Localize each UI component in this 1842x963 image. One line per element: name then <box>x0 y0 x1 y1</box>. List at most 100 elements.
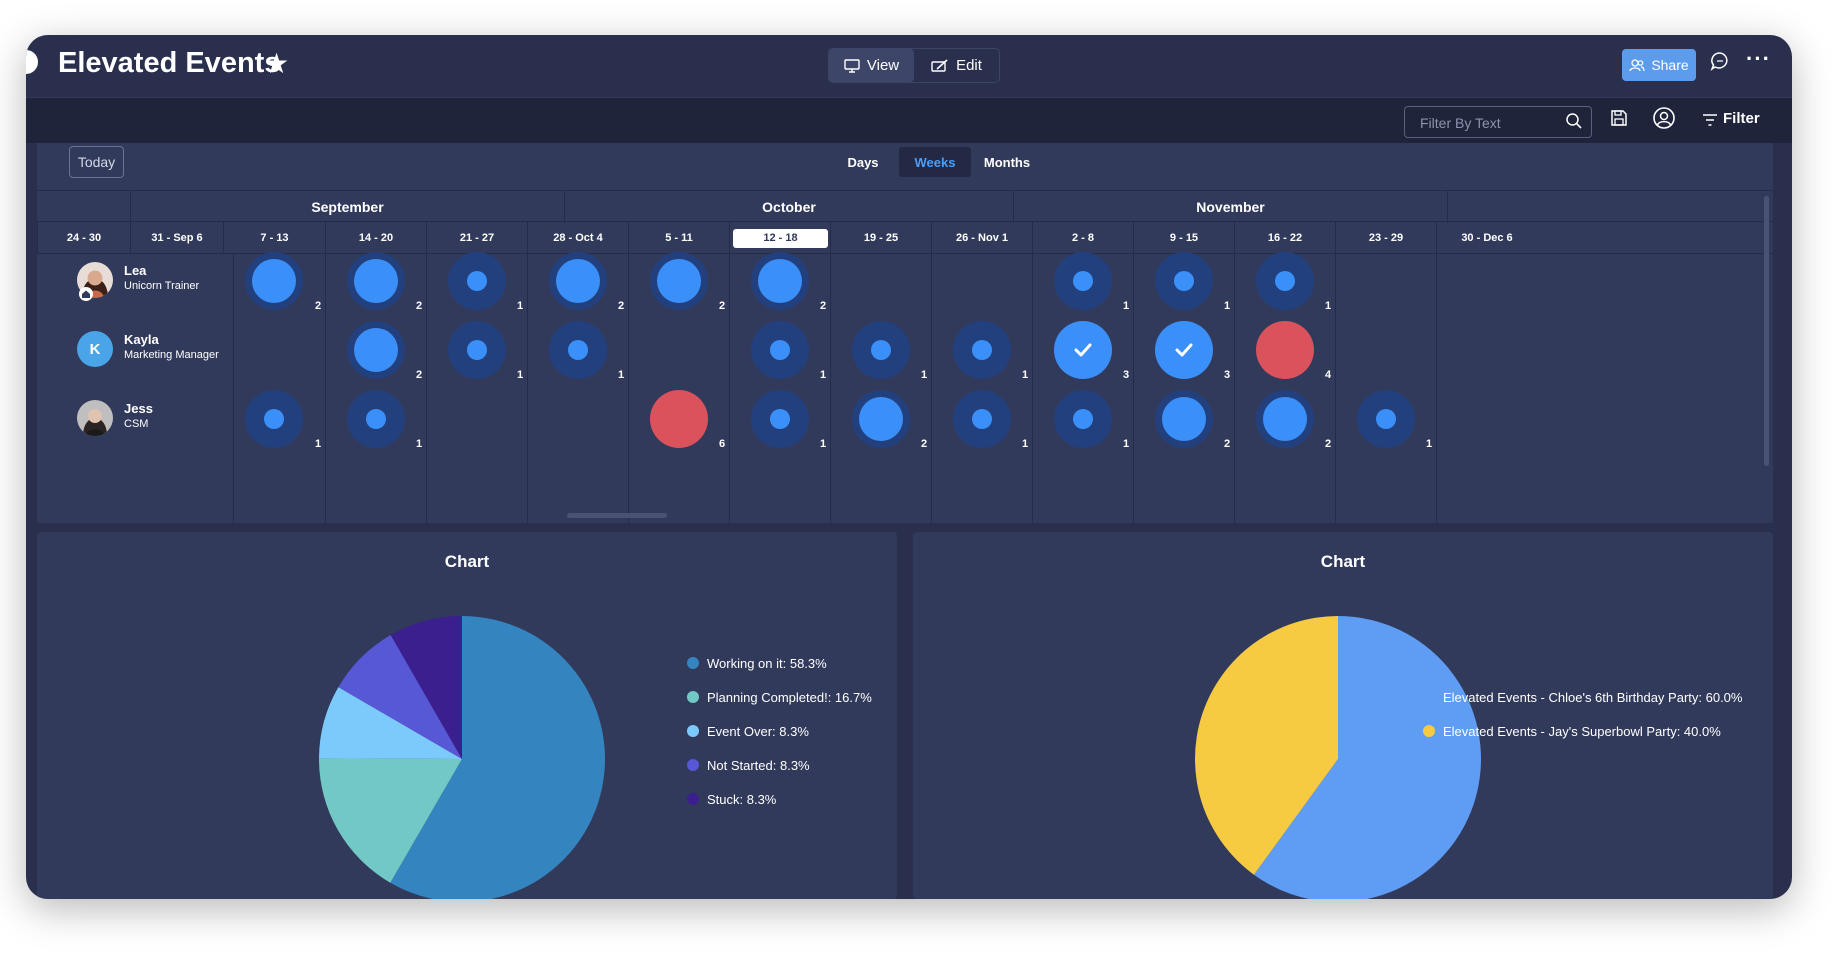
week-label[interactable]: 2 - 8 <box>1032 222 1133 254</box>
week-column-line <box>527 254 528 523</box>
legend-item[interactable]: Event Over: 8.3% <box>687 714 872 748</box>
week-column-line <box>1436 254 1437 523</box>
person-icon[interactable] <box>1652 106 1676 130</box>
legend-item[interactable]: Working on it: 58.3% <box>687 646 872 680</box>
week-label[interactable]: 26 - Nov 1 <box>931 222 1032 254</box>
timeline-item-working[interactable] <box>447 321 506 379</box>
legend-item[interactable]: Not Started: 8.3% <box>687 748 872 782</box>
horizontal-scrollbar[interactable] <box>567 513 667 518</box>
month-label: September <box>130 191 564 223</box>
pie-slice[interactable] <box>1253 616 1481 899</box>
item-count: 2 <box>1224 438 1231 450</box>
item-count: 1 <box>517 369 524 381</box>
week-column-line <box>729 254 730 523</box>
timeline-item-working[interactable] <box>750 321 809 379</box>
week-column-line <box>1032 254 1033 523</box>
item-count: 2 <box>1325 438 1332 450</box>
timeline-item-working[interactable] <box>750 252 809 310</box>
month-label: October <box>564 191 1013 223</box>
timeline-item-working[interactable] <box>1255 252 1314 310</box>
legend-dot-icon <box>687 691 699 703</box>
week-label[interactable]: 7 - 13 <box>223 222 325 254</box>
tab-months[interactable]: Months <box>983 154 1031 170</box>
legend-label: Elevated Events - Chloe's 6th Birthday P… <box>1443 689 1743 705</box>
save-icon[interactable] <box>1610 109 1628 127</box>
person-name: Jess <box>124 401 153 416</box>
progress-fill <box>858 397 903 441</box>
week-label[interactable]: 23 - 29 <box>1335 222 1436 254</box>
edit-button[interactable]: Edit <box>914 49 999 82</box>
person-role: Marketing Manager <box>124 349 219 361</box>
week-label[interactable]: 9 - 15 <box>1133 222 1234 254</box>
timeline-item-working[interactable] <box>851 390 910 448</box>
more-options-icon[interactable]: ··· <box>1746 46 1771 71</box>
timeline-item-working[interactable] <box>1255 390 1314 448</box>
timeline-item-working[interactable] <box>245 390 303 448</box>
timeline-item-working[interactable] <box>245 252 303 310</box>
progress-fill <box>466 340 487 360</box>
pie-slice[interactable] <box>390 616 462 759</box>
person-name: Lea <box>124 263 147 278</box>
week-label-current[interactable]: 12 - 18 <box>729 222 830 254</box>
today-button[interactable]: Today <box>69 146 124 178</box>
timeline-item-working[interactable] <box>548 321 607 379</box>
timeline-item-working[interactable] <box>346 252 405 310</box>
vertical-scrollbar[interactable] <box>1764 196 1769 466</box>
timeline-item-working[interactable] <box>952 321 1011 379</box>
pie-slice[interactable] <box>319 687 462 759</box>
share-button[interactable]: Share <box>1622 49 1696 81</box>
week-label[interactable]: 24 - 30 <box>37 222 130 254</box>
timeline-item-working[interactable] <box>346 321 405 379</box>
progress-fill <box>1173 271 1194 291</box>
timeline-item-done[interactable] <box>1053 321 1112 379</box>
chart-panel-events: Chart Elevated Events - Chloe's 6th Birt… <box>913 532 1773 899</box>
week-label[interactable]: 16 - 22 <box>1234 222 1335 254</box>
item-count: 2 <box>416 300 423 312</box>
board-title[interactable]: Elevated Events <box>58 47 281 79</box>
chat-bubble-icon[interactable] <box>1710 51 1730 76</box>
timeline-item-stuck[interactable] <box>649 390 708 448</box>
timeline-item-working[interactable] <box>548 252 607 310</box>
week-label[interactable]: 30 - Dec 6 <box>1436 222 1537 254</box>
timeline-item-working[interactable] <box>1053 252 1112 310</box>
tab-weeks[interactable]: Weeks <box>899 147 971 177</box>
timeline-item-working[interactable] <box>1053 390 1112 448</box>
week-label[interactable]: 19 - 25 <box>830 222 931 254</box>
timeline-item-stuck[interactable] <box>1255 321 1314 379</box>
time-scale-tabs: Days Weeks Months <box>827 147 1043 177</box>
week-label[interactable]: 14 - 20 <box>325 222 426 254</box>
tab-days[interactable]: Days <box>847 154 879 170</box>
week-label[interactable]: 31 - Sep 6 <box>130 222 223 254</box>
pie-slice[interactable] <box>1195 616 1338 875</box>
item-count: 1 <box>1022 369 1029 381</box>
legend-item[interactable]: Elevated Events - Chloe's 6th Birthday P… <box>1423 680 1742 714</box>
timeline-item-working[interactable] <box>952 390 1011 448</box>
item-count: 1 <box>315 438 322 450</box>
timeline-item-working[interactable] <box>346 390 405 448</box>
timeline-item-working[interactable] <box>851 321 910 379</box>
filter-by-text-input[interactable]: Filter By Text <box>1404 106 1592 138</box>
timeline-item-working[interactable] <box>750 390 809 448</box>
legend-item[interactable]: Stuck: 8.3% <box>687 782 872 816</box>
timeline-item-working[interactable] <box>1356 390 1415 448</box>
week-label[interactable]: 5 - 11 <box>628 222 729 254</box>
legend-item[interactable]: Elevated Events - Jay's Superbowl Party:… <box>1423 714 1742 748</box>
pie-slice[interactable] <box>319 758 462 883</box>
pie-slice[interactable] <box>390 616 605 899</box>
pie-slice[interactable] <box>338 635 462 759</box>
star-icon[interactable]: ★ <box>264 48 290 79</box>
week-label[interactable]: 21 - 27 <box>426 222 527 254</box>
view-label: View <box>866 57 900 74</box>
timeline-item-working[interactable] <box>447 252 506 310</box>
timeline-item-working[interactable] <box>649 252 708 310</box>
legend-item[interactable]: Planning Completed!: 16.7% <box>687 680 872 714</box>
week-label[interactable]: 28 - Oct 4 <box>527 222 628 254</box>
timeline-item-done[interactable] <box>1154 321 1213 379</box>
filter-lines-icon[interactable] <box>1702 114 1718 126</box>
view-button[interactable]: View <box>829 49 914 82</box>
events-chart-legend: Elevated Events - Chloe's 6th Birthday P… <box>1423 680 1742 748</box>
chart-panel-status: Chart Working on it: 58.3% Planning Compl… <box>37 532 897 899</box>
timeline-item-working[interactable] <box>1154 390 1213 448</box>
timeline-item-working[interactable] <box>1154 252 1213 310</box>
filter-button[interactable]: Filter <box>1723 110 1760 127</box>
